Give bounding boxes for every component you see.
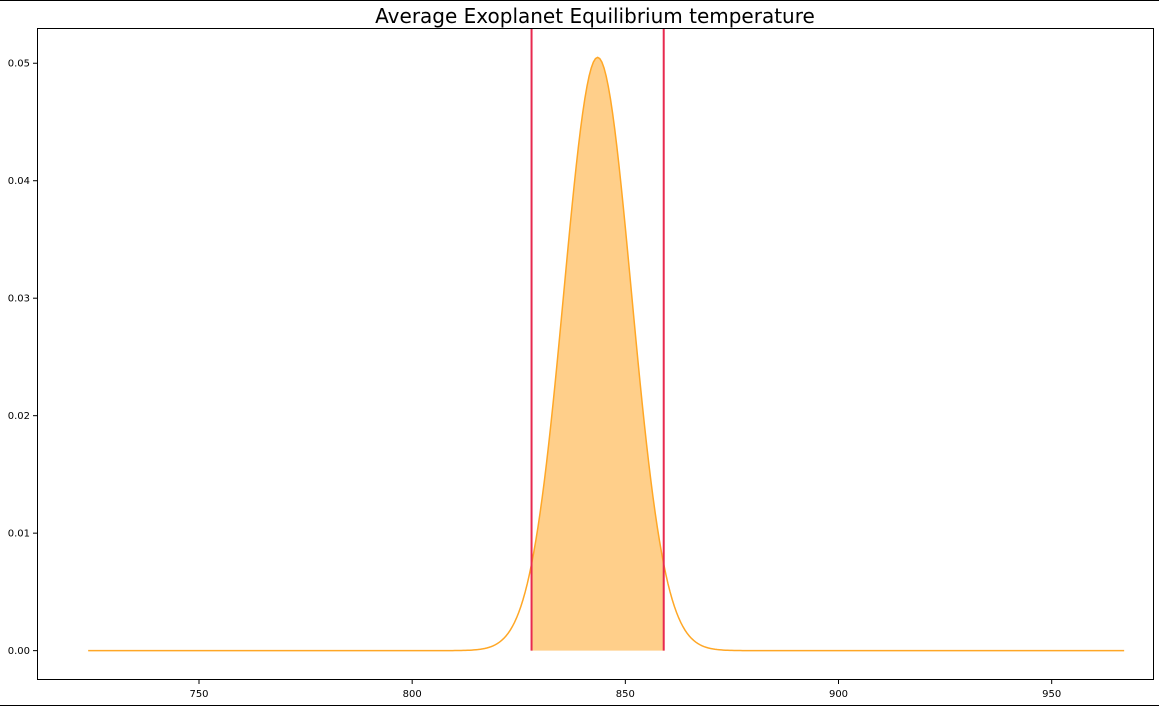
y-tick-label: 0.05 xyxy=(8,59,30,70)
y-tick-label: 0.01 xyxy=(8,529,30,540)
y-tick-label: 0.03 xyxy=(8,294,30,305)
plot-area: 750 800 850 900 950 0.00 0.01 0.02 0.03 0.04 0.05 xyxy=(8,28,1154,700)
density-curve-line xyxy=(88,56,1125,652)
x-tick-label: 750 xyxy=(189,689,208,700)
y-tick-label: 0.02 xyxy=(8,411,30,422)
axes-frame xyxy=(37,28,1154,680)
chart-title: Average Exoplanet Equilibrium temperatur… xyxy=(375,4,815,28)
x-tick-label: 800 xyxy=(403,689,422,700)
x-tick-label: 850 xyxy=(616,689,635,700)
x-tick-label: 950 xyxy=(1042,689,1061,700)
shaded-interval-area xyxy=(531,57,664,651)
x-tick-label: 900 xyxy=(829,689,848,700)
y-tick-label: 0.00 xyxy=(8,646,30,657)
y-tick-label: 0.04 xyxy=(8,176,30,187)
